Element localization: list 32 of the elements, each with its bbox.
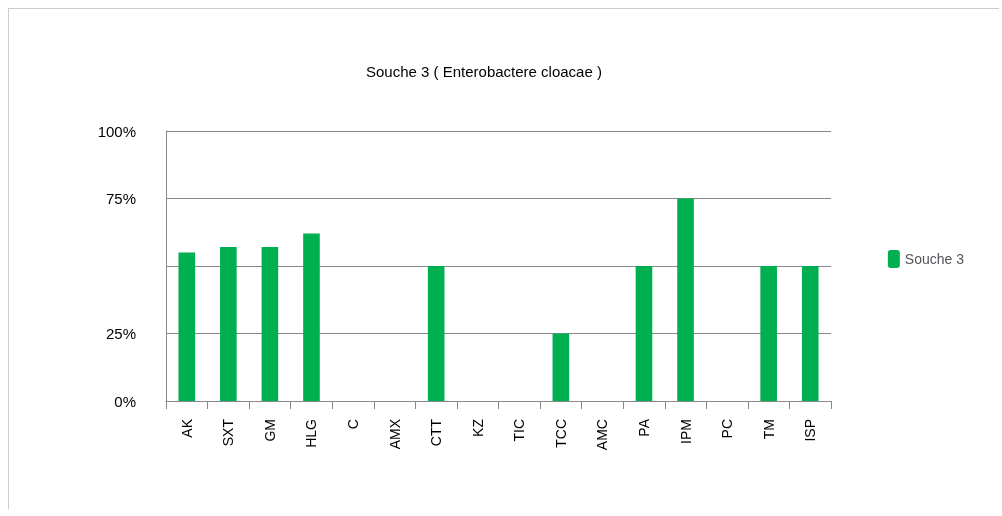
bar: [635, 266, 653, 401]
bar: [552, 333, 570, 401]
bar: [220, 247, 237, 401]
y-tick-label: 0%: [114, 392, 136, 410]
x-tick-label: IPM: [677, 419, 694, 444]
x-tick-label: HLG: [303, 419, 320, 448]
x-tick-label: AMX: [386, 418, 403, 450]
x-tick-label: C: [345, 419, 362, 430]
x-tick-label: PC: [719, 419, 736, 439]
x-tick-label: TCC: [552, 419, 569, 448]
chart-title: Souche 3 ( Enterobactere cloacae ): [366, 63, 602, 80]
y-tick-label: 75%: [105, 190, 136, 207]
x-tick-label: AMC: [594, 419, 611, 451]
x-tick-label: ISP: [802, 419, 819, 442]
x-tick-label: PA: [635, 418, 652, 437]
bar: [427, 266, 445, 401]
legend-label: Souche 3: [904, 251, 965, 267]
x-tick-label: CTT: [428, 418, 445, 447]
x-tick-label: TIC: [511, 419, 528, 442]
bar: [760, 266, 777, 401]
bar: [178, 252, 196, 401]
y-tick-label: 100%: [97, 122, 136, 140]
bar: [801, 266, 819, 401]
x-tick-label: SXT: [220, 418, 237, 447]
y-tick-label: 25%: [105, 325, 136, 342]
x-tick-label: TM: [760, 419, 777, 440]
bar: [261, 247, 279, 401]
x-tick-label: AK: [178, 418, 195, 438]
x-tick-label: GM: [261, 419, 278, 442]
x-tick-label: KZ: [469, 418, 486, 437]
bar: [303, 233, 320, 401]
bar: [677, 198, 694, 401]
